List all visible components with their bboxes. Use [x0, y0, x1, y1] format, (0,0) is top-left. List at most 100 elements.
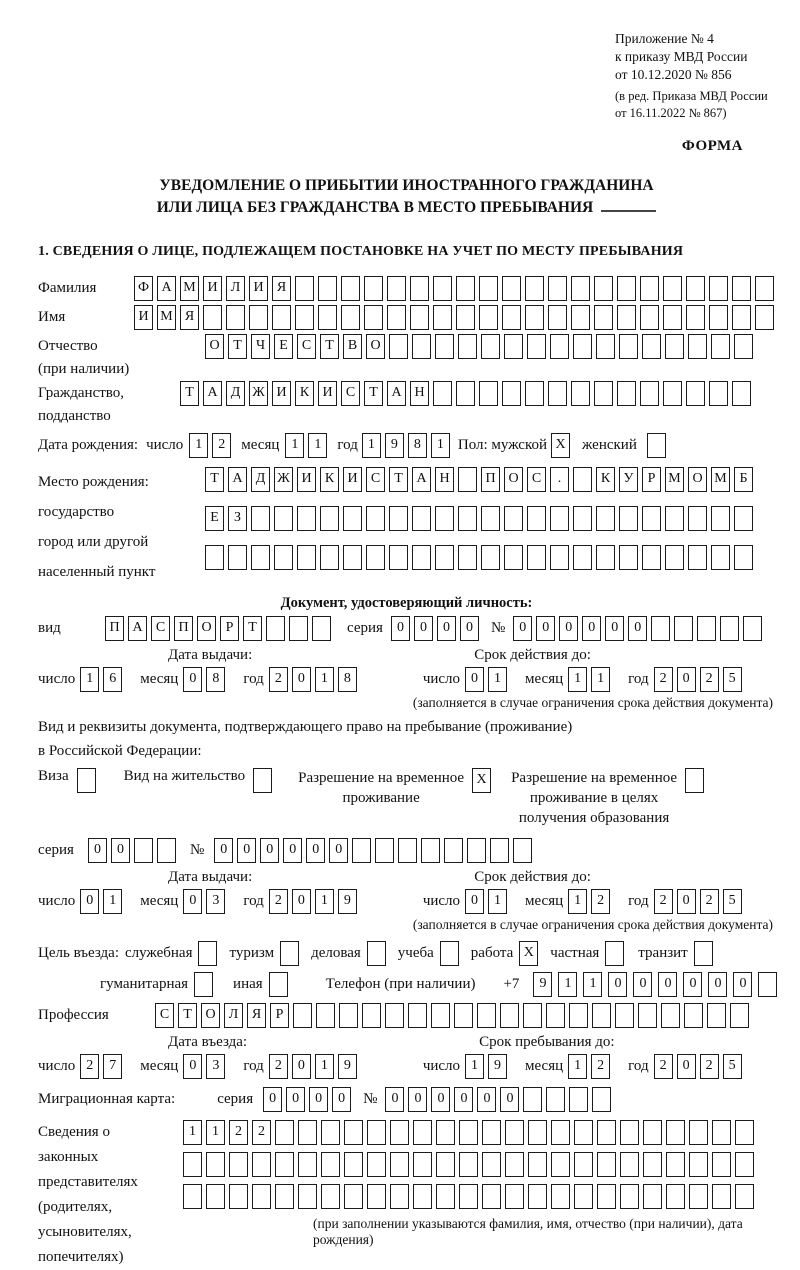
char-cell[interactable]: 2 — [268, 889, 288, 914]
char-cell[interactable] — [709, 276, 728, 301]
char-cell[interactable] — [343, 545, 362, 570]
char-cell[interactable] — [321, 1184, 340, 1209]
char-cell[interactable]: 0 — [676, 889, 696, 914]
char-cell[interactable] — [458, 334, 477, 359]
purpose-official-checkbox[interactable] — [198, 941, 218, 966]
char-cell[interactable]: Р — [642, 467, 661, 492]
char-cell[interactable]: 1 — [308, 433, 328, 458]
char-cell[interactable] — [206, 1152, 225, 1177]
char-cell[interactable]: 0 — [291, 1054, 311, 1079]
char-cell[interactable] — [479, 381, 498, 406]
char-cell[interactable] — [343, 506, 362, 531]
char-cell[interactable] — [362, 1003, 381, 1028]
char-cell[interactable] — [366, 545, 385, 570]
char-cell[interactable]: 1 — [488, 889, 508, 914]
char-cell[interactable] — [389, 506, 408, 531]
char-cell[interactable]: И — [297, 467, 316, 492]
char-cell[interactable] — [720, 616, 740, 641]
char-cell[interactable] — [550, 334, 569, 359]
purpose-humanitarian-checkbox[interactable] — [194, 972, 214, 997]
char-cell[interactable] — [458, 545, 477, 570]
char-cell[interactable] — [387, 305, 406, 330]
char-cell[interactable] — [734, 506, 753, 531]
char-cell[interactable]: 0 — [582, 616, 602, 641]
char-cell[interactable]: Т — [364, 381, 383, 406]
char-cell[interactable] — [505, 1184, 524, 1209]
char-cell[interactable]: 2 — [591, 889, 611, 914]
char-cell[interactable] — [617, 276, 636, 301]
char-cell[interactable] — [344, 1152, 363, 1177]
char-cell[interactable]: 0 — [465, 667, 485, 692]
char-cell[interactable] — [550, 506, 569, 531]
char-cell[interactable] — [297, 545, 316, 570]
char-cell[interactable] — [546, 1087, 566, 1112]
char-cell[interactable] — [735, 1152, 754, 1177]
char-cell[interactable] — [665, 545, 684, 570]
char-cell[interactable] — [274, 545, 293, 570]
char-cell[interactable] — [435, 545, 454, 570]
char-cell[interactable] — [617, 381, 636, 406]
char-cell[interactable] — [619, 334, 638, 359]
char-cell[interactable] — [709, 305, 728, 330]
char-cell[interactable]: 1 — [568, 667, 588, 692]
char-cell[interactable] — [523, 1003, 542, 1028]
char-cell[interactable] — [249, 305, 268, 330]
char-cell[interactable]: 3 — [206, 1054, 226, 1079]
char-cell[interactable] — [528, 1120, 547, 1145]
char-cell[interactable] — [385, 1003, 404, 1028]
char-cell[interactable] — [688, 334, 707, 359]
char-cell[interactable] — [666, 1184, 685, 1209]
char-cell[interactable]: 2 — [653, 667, 673, 692]
char-cell[interactable]: 1 — [183, 1120, 202, 1145]
char-cell[interactable] — [712, 1184, 731, 1209]
char-cell[interactable] — [387, 276, 406, 301]
char-cell[interactable]: А — [157, 276, 176, 301]
char-cell[interactable] — [594, 276, 613, 301]
char-cell[interactable]: 0 — [436, 616, 456, 641]
char-cell[interactable] — [504, 334, 523, 359]
char-cell[interactable]: 0 — [676, 667, 696, 692]
char-cell[interactable] — [444, 838, 464, 863]
char-cell[interactable] — [482, 1120, 501, 1145]
char-cell[interactable]: П — [481, 467, 500, 492]
char-cell[interactable] — [551, 1184, 570, 1209]
char-cell[interactable]: О — [197, 616, 216, 641]
char-cell[interactable] — [615, 1003, 634, 1028]
char-cell[interactable] — [505, 1152, 524, 1177]
char-cell[interactable] — [527, 545, 546, 570]
char-cell[interactable]: 0 — [465, 889, 485, 914]
char-cell[interactable]: 2 — [699, 889, 719, 914]
char-cell[interactable] — [459, 1152, 478, 1177]
char-cell[interactable]: Ф — [134, 276, 153, 301]
char-cell[interactable]: Т — [180, 381, 199, 406]
char-cell[interactable] — [620, 1152, 639, 1177]
char-cell[interactable]: 1 — [80, 667, 100, 692]
char-cell[interactable]: И — [203, 276, 222, 301]
char-cell[interactable]: 0 — [459, 616, 479, 641]
char-cell[interactable] — [711, 506, 730, 531]
char-cell[interactable] — [689, 1152, 708, 1177]
char-cell[interactable] — [504, 506, 523, 531]
sex-male-checkbox[interactable]: X — [551, 433, 571, 458]
char-cell[interactable] — [266, 616, 285, 641]
char-cell[interactable] — [274, 506, 293, 531]
char-cell[interactable] — [525, 381, 544, 406]
char-cell[interactable]: 0 — [431, 1087, 451, 1112]
purpose-business-checkbox[interactable] — [366, 941, 386, 966]
char-cell[interactable] — [674, 616, 694, 641]
char-cell[interactable]: 0 — [683, 972, 703, 997]
char-cell[interactable]: 0 — [291, 889, 311, 914]
char-cell[interactable]: 0 — [286, 1087, 306, 1112]
char-cell[interactable]: 0 — [513, 616, 533, 641]
char-cell[interactable]: 2 — [699, 1054, 719, 1079]
char-cell[interactable]: П — [174, 616, 193, 641]
char-cell[interactable]: К — [596, 467, 615, 492]
char-cell[interactable] — [275, 1120, 294, 1145]
residence-permit-checkbox[interactable] — [253, 768, 273, 793]
char-cell[interactable]: 0 — [408, 1087, 428, 1112]
char-cell[interactable] — [619, 545, 638, 570]
char-cell[interactable]: 1 — [314, 889, 334, 914]
char-cell[interactable] — [638, 1003, 657, 1028]
char-cell[interactable]: 1 — [465, 1054, 485, 1079]
char-cell[interactable] — [573, 467, 592, 492]
